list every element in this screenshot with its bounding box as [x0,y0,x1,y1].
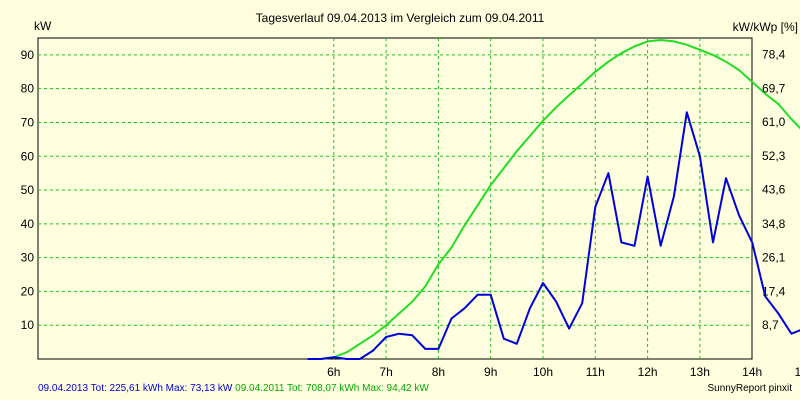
x-tick-label: 10h [533,365,553,379]
y-tick-label-right: 52,3 [762,149,786,163]
y-axis-label-right: kW/kWp [%] [733,20,798,34]
chart-title: Tagesverlauf 09.04.2013 im Vergleich zum… [256,11,545,25]
x-tick-label: 8h [432,365,445,379]
chart-footer: 09.04.2013 Tot: 225,61 kWh Max: 73,13 kW… [38,383,429,394]
y-tick-label-left: 10 [21,318,35,332]
footer-series-2013: 09.04.2013 Tot: 225,61 kWh Max: 73,13 kW [38,383,233,394]
series-line-09.04.2013 [307,111,800,360]
x-tick-label: 13h [690,365,710,379]
y-tick-label-left: 70 [21,115,35,129]
y-tick-label-left: 80 [21,82,35,96]
y-tick-label-right: 61,0 [762,115,786,129]
footer-series-2011: 09.04.2011 Tot: 708,07 kWh Max: 94,42 kW [235,383,429,394]
y-tick-label-left: 20 [21,284,35,298]
series-lines [307,39,800,360]
y-tick-label-left: 30 [21,251,35,265]
y-tick-label-right: 8,7 [762,318,779,332]
y-tick-label-right: 17,4 [762,284,786,298]
y-tick-label-right: 78,4 [762,48,786,62]
footer-credit: SunnyReport pinxit [707,383,793,394]
axis-ticks: 6h7h8h9h10h11h12h13h14h15h16h17h18h19h10… [21,48,800,379]
grid [38,38,752,359]
x-tick-label: 12h [638,365,658,379]
x-tick-label: 6h [327,365,340,379]
y-tick-label-right: 43,6 [762,183,786,197]
x-tick-label: 11h [586,365,605,379]
plot-area [37,37,753,360]
y-tick-label-left: 90 [21,48,35,62]
y-tick-label-right: 26,1 [762,251,786,265]
y-tick-label-right: 69,7 [762,81,786,95]
x-tick-label: 9h [484,365,497,379]
series-line-09.04.2011 [307,39,800,360]
x-tick-label: 7h [379,365,392,379]
x-tick-label: 15h [794,365,800,379]
y-tick-label-right: 34,8 [762,217,786,231]
y-axis-label-left: kW [34,19,52,33]
y-tick-label-left: 40 [21,217,35,231]
y-tick-label-left: 50 [21,183,35,197]
x-tick-label: 14h [742,365,762,379]
y-tick-label-left: 60 [21,149,35,163]
